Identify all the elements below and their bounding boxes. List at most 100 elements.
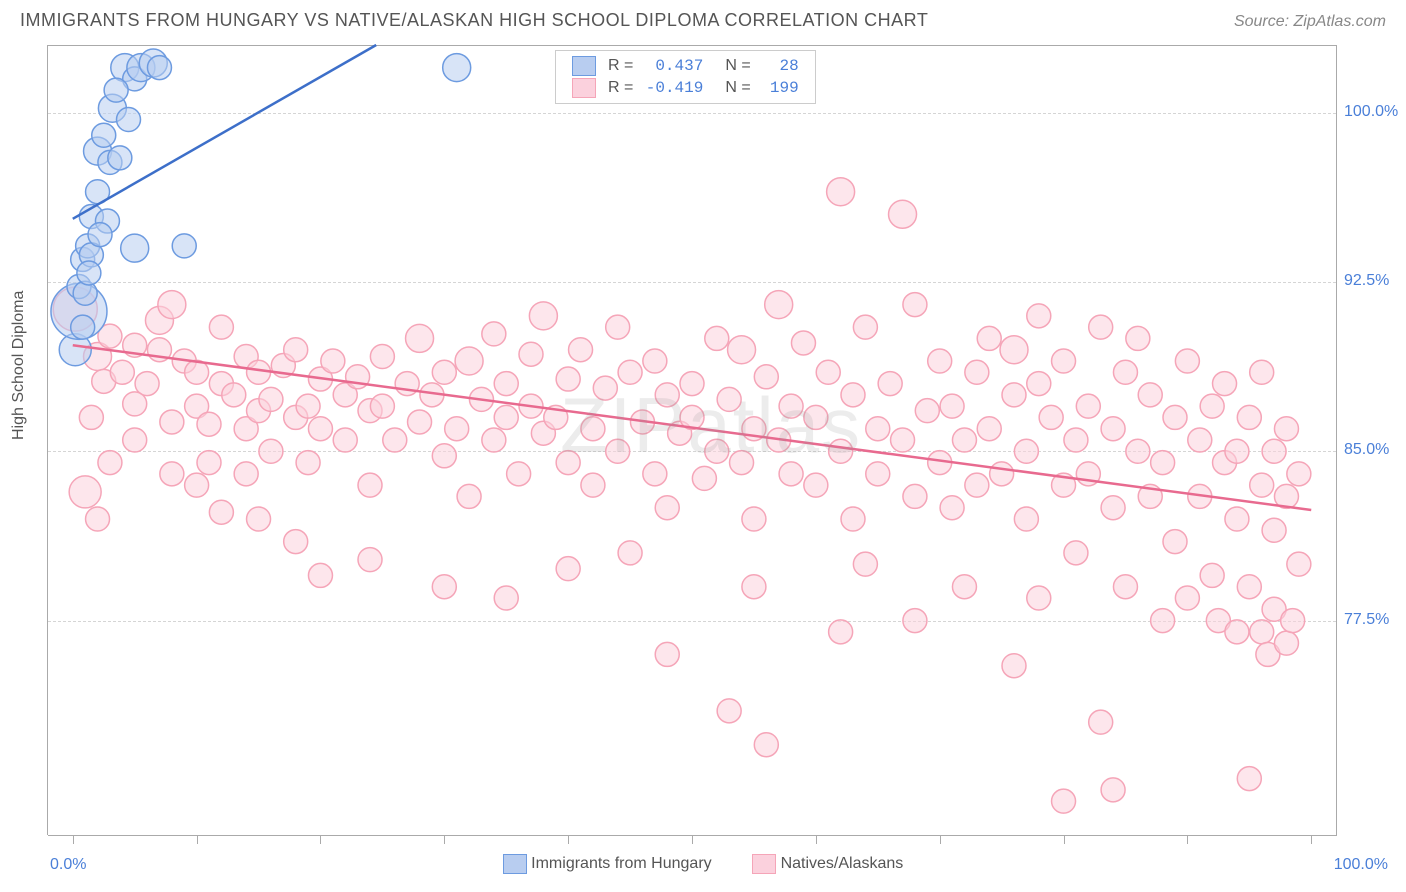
data-point [680,372,704,396]
data-point [1250,473,1274,497]
data-point [878,372,902,396]
data-point [990,462,1014,486]
x-tick [568,836,569,844]
data-point [742,575,766,599]
data-point [1002,654,1026,678]
data-point [1225,507,1249,531]
y-tick-label: 85.0% [1344,441,1389,459]
legend-blue-n-value: 28 [757,55,805,77]
data-point [1113,360,1137,384]
data-point [457,484,481,508]
data-point [1175,349,1199,373]
data-point [915,399,939,423]
data-point [853,552,877,576]
data-point [581,417,605,441]
data-point [455,347,483,375]
data-point [765,291,793,319]
data-point [222,383,246,407]
legend-n-label: N = [709,55,756,77]
data-point [1000,336,1028,364]
data-point [432,360,456,384]
data-point [259,439,283,463]
data-point [432,575,456,599]
data-point [209,315,233,339]
data-point [308,563,332,587]
data-point [977,417,1001,441]
y-tick-label: 92.5% [1344,272,1389,290]
x-tick [1064,836,1065,844]
legend-blue-r-value: 0.437 [639,55,709,77]
data-point [866,462,890,486]
data-point [321,349,345,373]
data-point [79,405,103,429]
data-point [1027,372,1051,396]
data-point [965,360,989,384]
data-point [1064,541,1088,565]
data-point [147,56,171,80]
data-point [952,575,976,599]
data-point [1151,609,1175,633]
legend-blue-label: Immigrants from Hungary [531,855,712,872]
scatter-plot [48,45,1336,835]
data-point [406,324,434,352]
data-point [841,383,865,407]
data-point [804,473,828,497]
data-point [556,367,580,391]
data-point [98,451,122,475]
data-point [1225,620,1249,644]
data-point [804,405,828,429]
data-point [1163,530,1187,554]
data-point [618,541,642,565]
data-point [593,376,617,400]
data-point [606,439,630,463]
data-point [903,484,927,508]
data-point [284,338,308,362]
data-point [234,462,258,486]
data-point [1213,372,1237,396]
data-point [1237,575,1261,599]
data-point [754,733,778,757]
x-tick [692,836,693,844]
data-point [69,476,101,508]
data-point [358,548,382,572]
x-tick [940,836,941,844]
data-point [779,394,803,418]
data-point [940,394,964,418]
data-point [866,417,890,441]
data-point [247,507,271,531]
data-point [197,412,221,436]
data-point [977,326,1001,350]
data-point [1052,349,1076,373]
data-point [88,223,112,247]
legend-r-label: R = [602,55,639,77]
data-point [791,331,815,355]
data-point [829,439,853,463]
data-point [730,451,754,475]
data-point [308,417,332,441]
stats-legend: R = 0.437 N = 28 R = -0.419 N = 199 [555,50,816,104]
legend-swatch-blue-icon [503,854,527,874]
data-point [121,234,149,262]
x-tick [444,836,445,844]
data-point [903,609,927,633]
data-point [370,394,394,418]
data-point [408,410,432,434]
data-point [445,417,469,441]
data-point [1200,563,1224,587]
data-point [1101,417,1125,441]
data-point [829,620,853,644]
data-point [581,473,605,497]
data-point [482,322,506,346]
data-point [903,293,927,317]
data-point [92,123,116,147]
data-point [1064,428,1088,452]
data-point [494,405,518,429]
data-point [1262,439,1286,463]
data-point [841,507,865,531]
data-point [717,699,741,723]
data-point [1281,609,1305,633]
data-point [1287,552,1311,576]
data-point [110,360,134,384]
data-point [1225,439,1249,463]
data-point [556,557,580,581]
